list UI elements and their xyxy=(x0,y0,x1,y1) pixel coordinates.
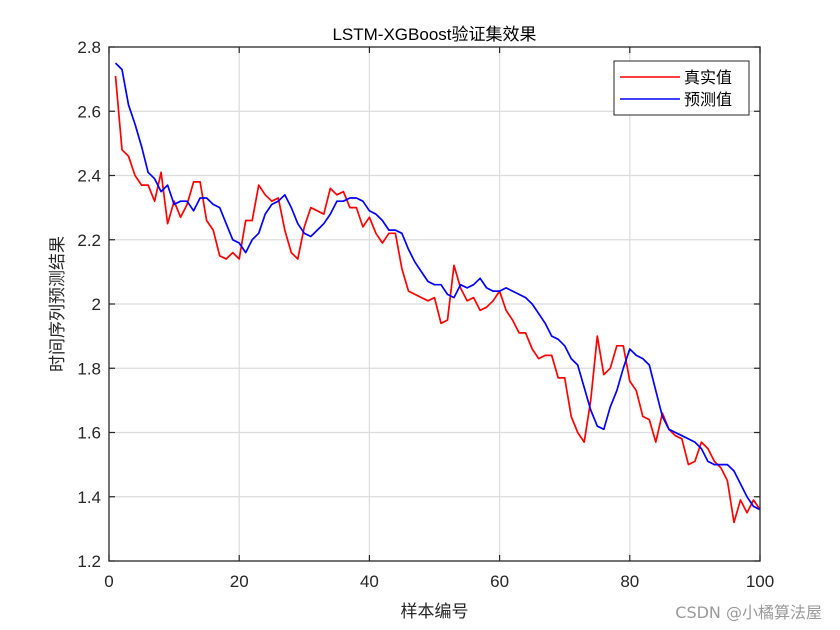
y-axis-label: 时间序列预测结果 xyxy=(48,236,68,372)
y-tick-label: 1.4 xyxy=(77,488,101,507)
x-tick-label: 100 xyxy=(746,572,774,591)
legend-label-actual: 真实值 xyxy=(684,68,732,87)
y-tick-label: 1.6 xyxy=(77,424,101,443)
series-actual-line xyxy=(114,75,761,524)
y-tick-label: 2.2 xyxy=(77,231,101,250)
grid-lines xyxy=(109,47,760,561)
legend-box xyxy=(613,60,750,116)
x-tick-label: 80 xyxy=(620,572,639,591)
axis-ticks xyxy=(108,46,761,562)
x-tick-labels: 0 20 40 60 80 100 xyxy=(104,572,774,591)
y-tick-label: 2 xyxy=(92,295,101,314)
x-tick-label: 20 xyxy=(230,572,249,591)
x-tick-label: 40 xyxy=(360,572,379,591)
x-tick-label: 60 xyxy=(490,572,509,591)
legend-label-predicted: 预测值 xyxy=(684,90,732,109)
y-tick-labels: 1.2 1.4 1.6 1.8 2 2.2 2.4 2.6 2.8 xyxy=(77,38,101,571)
legend: 真实值 预测值 xyxy=(613,60,750,116)
y-tick-label: 2.8 xyxy=(77,38,101,57)
chart-title: LSTM-XGBoost验证集效果 xyxy=(332,25,536,44)
x-tick-label: 0 xyxy=(104,572,113,591)
watermark: CSDN @小橘算法屋 xyxy=(675,603,822,622)
series-predicted-line xyxy=(114,62,761,511)
x-axis-label: 样本编号 xyxy=(401,602,469,622)
y-tick-label: 2.4 xyxy=(77,167,101,186)
y-tick-label: 1.8 xyxy=(77,359,101,378)
y-tick-label: 2.6 xyxy=(77,102,101,121)
data-series xyxy=(114,62,761,524)
y-tick-label: 1.2 xyxy=(77,552,101,571)
